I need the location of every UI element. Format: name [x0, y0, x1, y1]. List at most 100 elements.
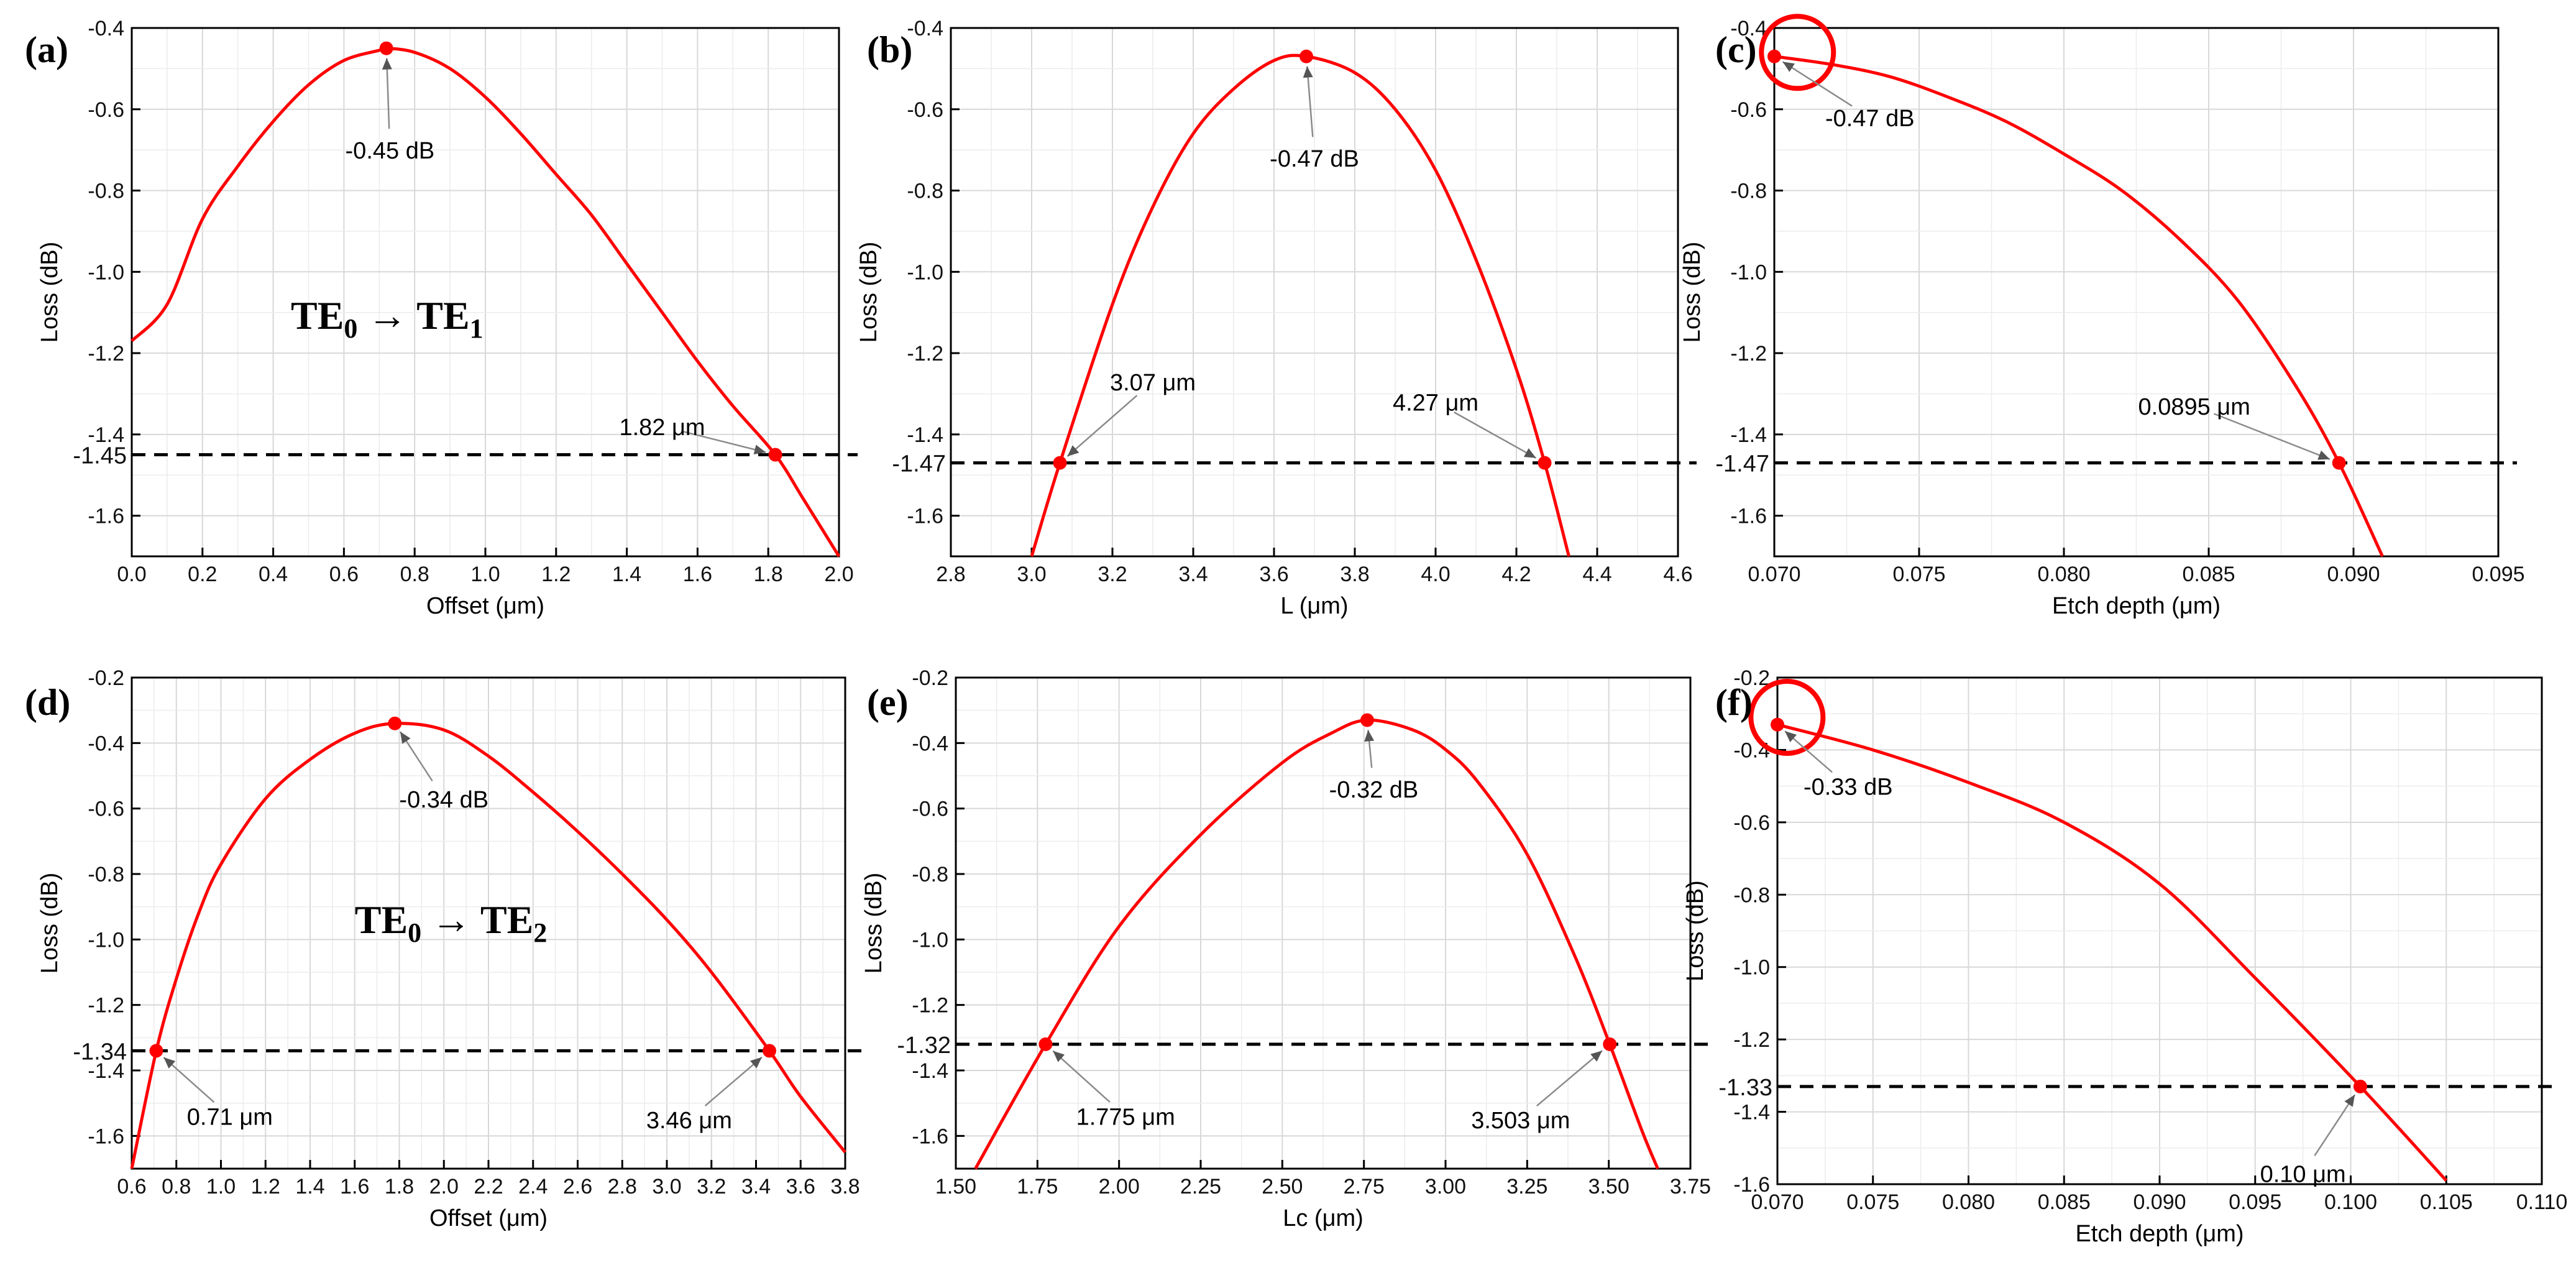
- x-tick-label: 0.0: [117, 563, 146, 586]
- grid: [950, 27, 1679, 556]
- y-tick-label: -0.2: [1733, 666, 1770, 690]
- y-tick-label: -1.6: [907, 505, 943, 528]
- annotation-label: -0.34 dB: [399, 787, 488, 813]
- x-tick-label: 0.2: [188, 563, 217, 586]
- x-tick-label: 2.2: [474, 1175, 503, 1198]
- y-axis-label: Loss (dB): [37, 242, 63, 343]
- x-axis-label: L (μm): [1280, 593, 1348, 619]
- y-tick-label: -1.6: [912, 1125, 948, 1148]
- x-tick-label: 0.080: [1942, 1190, 1995, 1214]
- data-marker: [149, 1044, 163, 1058]
- x-tick-label: 0.095: [2229, 1190, 2281, 1214]
- x-tick-label: 1.2: [251, 1175, 280, 1198]
- annotation-arrow: [1536, 1050, 1603, 1107]
- threshold-label: -1.33: [1718, 1075, 1772, 1101]
- x-tick-label: 2.4: [518, 1175, 548, 1198]
- x-tick-label: 3.0: [1017, 563, 1046, 586]
- annotation-arrowhead: [2317, 450, 2330, 460]
- data-marker: [2353, 1079, 2367, 1093]
- x-axis-label: Lc (μm): [1283, 1205, 1364, 1231]
- x-tick-label: 0.6: [117, 1175, 146, 1198]
- x-tick-label: 1.2: [541, 563, 571, 586]
- x-tick-label: 0.080: [2037, 563, 2090, 586]
- x-tick-label: 2.50: [1262, 1175, 1303, 1198]
- y-tick-label: -1.4: [88, 1059, 124, 1083]
- annotation-arrowhead: [1067, 445, 1079, 457]
- x-tick-label: 1.6: [683, 563, 712, 586]
- x-tick-label: 0.085: [2182, 563, 2235, 586]
- x-tick-label: 3.8: [1340, 563, 1369, 586]
- annotation-arrow: [1454, 412, 1537, 459]
- x-tick-label: 2.8: [936, 563, 965, 586]
- y-tick-label: -1.0: [907, 260, 943, 284]
- data-marker: [379, 41, 393, 55]
- annotation-arrow: [163, 1057, 215, 1103]
- x-tick-label: 1.6: [340, 1175, 369, 1198]
- x-tick-label: 1.75: [1017, 1175, 1058, 1198]
- loss-curve: [130, 722, 846, 1169]
- panel-label: (a): [25, 29, 68, 70]
- annotation-arrowhead: [1303, 66, 1313, 78]
- data-marker: [2332, 456, 2346, 470]
- annotation-label: 1.82 μm: [619, 415, 705, 441]
- x-tick-label: 2.0: [824, 563, 853, 586]
- y-tick-label: -1.4: [1730, 423, 1767, 447]
- annotation-arrowhead: [1782, 62, 1795, 72]
- annotation-arrow: [2213, 413, 2331, 460]
- loss-curve: [131, 47, 841, 558]
- x-tick-label: 0.085: [2038, 1190, 2091, 1214]
- x-tick-label: 3.4: [1178, 563, 1208, 586]
- annotation-arrow: [1306, 66, 1314, 137]
- y-tick-label: -0.8: [88, 180, 124, 203]
- x-tick-label: 0.090: [2327, 563, 2380, 586]
- loss-curve: [974, 718, 1659, 1170]
- y-axis-label: Loss (dB): [856, 242, 882, 343]
- data-marker: [763, 1044, 777, 1058]
- x-tick-label: 3.2: [1098, 563, 1127, 586]
- y-tick-label: -1.2: [1733, 1028, 1770, 1052]
- y-tick-label: -1.4: [912, 1059, 948, 1083]
- x-tick-label: 3.50: [1588, 1175, 1629, 1198]
- threshold-label: -1.34: [73, 1039, 127, 1065]
- annotation-arrowhead: [1053, 1051, 1065, 1062]
- x-tick-label: 3.4: [741, 1175, 771, 1198]
- panel-label: (b): [867, 29, 912, 70]
- annotation-arrow: [1782, 61, 1853, 107]
- x-tick-label: 0.6: [329, 563, 359, 586]
- y-tick-label: -0.2: [88, 666, 124, 690]
- annotation-arrowhead: [400, 732, 411, 744]
- y-tick-label: -1.6: [88, 505, 124, 528]
- threshold-label: -1.32: [897, 1033, 951, 1059]
- y-tick-label: -0.8: [912, 863, 948, 886]
- mode-label: TE0 → TE2: [355, 898, 548, 948]
- y-tick-label: -1.4: [1733, 1101, 1770, 1125]
- annotation-label: 0.71 μm: [187, 1105, 273, 1131]
- x-tick-label: 0.8: [400, 563, 429, 586]
- annotation-label: 3.07 μm: [1110, 370, 1196, 396]
- x-tick-label: 2.75: [1344, 1175, 1385, 1198]
- x-tick-label: 0.070: [1751, 1190, 1804, 1214]
- y-tick-label: -0.6: [88, 798, 124, 821]
- x-tick-label: 0.105: [2420, 1190, 2473, 1214]
- y-tick-label: -0.4: [88, 17, 124, 40]
- highlight-circle: [1759, 14, 1836, 91]
- panel-label: (e): [867, 682, 909, 723]
- data-marker: [1603, 1037, 1617, 1051]
- annotation-arrowhead: [1590, 1051, 1603, 1062]
- annotation-label: -0.47 dB: [1825, 106, 1915, 132]
- x-tick-label: 0.095: [2472, 563, 2524, 586]
- grid: [131, 677, 846, 1169]
- y-tick-label: -0.8: [1730, 180, 1767, 203]
- x-tick-label: 3.2: [697, 1175, 726, 1198]
- annotation-arrow: [2314, 1094, 2356, 1156]
- annotation-arrow: [1066, 395, 1138, 458]
- annotation-arrowhead: [753, 444, 766, 455]
- y-tick-label: -0.6: [1730, 98, 1767, 122]
- y-axis-label: Loss (dB): [861, 873, 887, 974]
- data-marker: [1299, 49, 1313, 63]
- y-tick-label: -0.8: [88, 863, 124, 886]
- loss-curve: [1777, 723, 2448, 1182]
- x-tick-label: 2.0: [429, 1175, 459, 1198]
